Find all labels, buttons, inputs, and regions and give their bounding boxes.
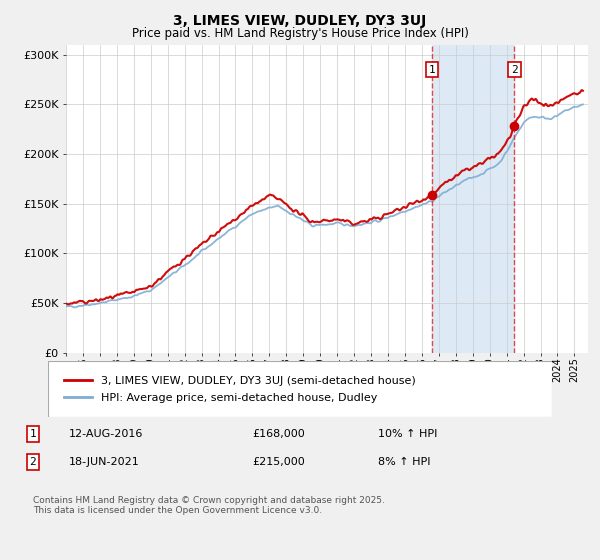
Text: Price paid vs. HM Land Registry's House Price Index (HPI): Price paid vs. HM Land Registry's House … <box>131 27 469 40</box>
Text: 3, LIMES VIEW, DUDLEY, DY3 3UJ: 3, LIMES VIEW, DUDLEY, DY3 3UJ <box>173 14 427 28</box>
Text: £168,000: £168,000 <box>252 429 305 439</box>
Legend: 3, LIMES VIEW, DUDLEY, DY3 3UJ (semi-detached house), HPI: Average price, semi-d: 3, LIMES VIEW, DUDLEY, DY3 3UJ (semi-det… <box>59 370 421 408</box>
Text: 1: 1 <box>29 429 37 439</box>
Text: 18-JUN-2021: 18-JUN-2021 <box>69 457 140 467</box>
Text: 12-AUG-2016: 12-AUG-2016 <box>69 429 143 439</box>
Text: 2: 2 <box>511 64 518 74</box>
Text: Contains HM Land Registry data © Crown copyright and database right 2025.
This d: Contains HM Land Registry data © Crown c… <box>33 496 385 515</box>
Text: £215,000: £215,000 <box>252 457 305 467</box>
Text: 10% ↑ HPI: 10% ↑ HPI <box>378 429 437 439</box>
FancyBboxPatch shape <box>48 361 552 417</box>
Text: 1: 1 <box>429 64 436 74</box>
Bar <box>432 45 514 353</box>
Text: 2: 2 <box>29 457 37 467</box>
Text: 8% ↑ HPI: 8% ↑ HPI <box>378 457 431 467</box>
